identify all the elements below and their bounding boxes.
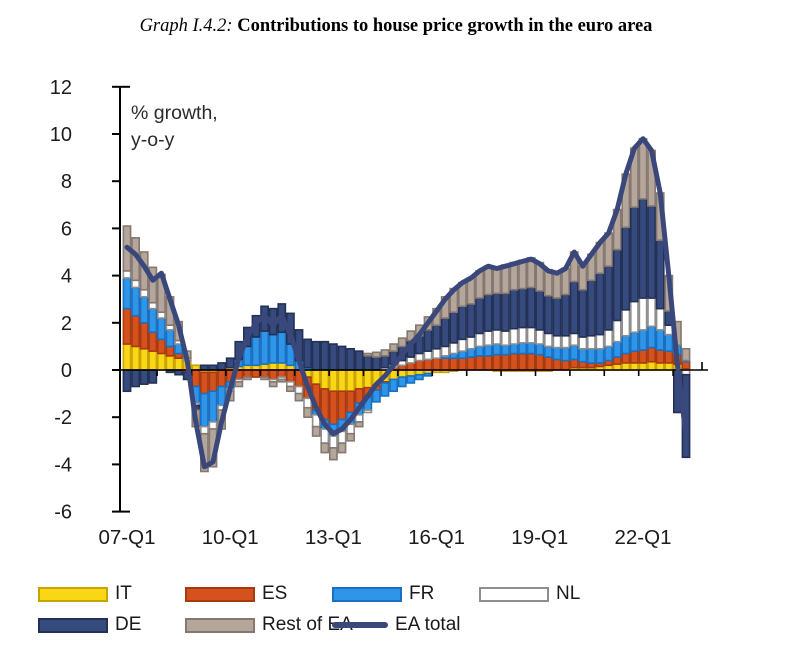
legend-label-it: IT	[115, 583, 132, 604]
legend-item-rest-of-ea: Rest of EA	[185, 614, 353, 635]
svg-text:07-Q1: 07-Q1	[99, 526, 156, 549]
chart-title-prefix: Graph I.4.2:	[139, 16, 233, 36]
svg-text:10-Q1: 10-Q1	[202, 526, 259, 549]
svg-text:12: 12	[50, 77, 72, 99]
legend-label-rest-of-ea: Rest of EA	[262, 614, 353, 635]
legend-item-ea-total: EA total	[332, 614, 461, 635]
svg-text:y-o-y: y-o-y	[131, 129, 175, 151]
svg-text:13-Q1: 13-Q1	[305, 526, 362, 549]
fr-swatch-icon	[332, 586, 402, 602]
svg-text:-6: -6	[54, 502, 72, 524]
legend-item-de: DE	[38, 614, 142, 635]
chart-title-main: Contributions to house price growth in t…	[237, 16, 653, 36]
svg-text:10: 10	[50, 124, 72, 146]
legend-item-es: ES	[185, 583, 288, 604]
it-swatch-icon	[38, 586, 108, 602]
svg-text:8: 8	[61, 171, 72, 193]
legend-label-es: ES	[262, 583, 288, 604]
svg-text:19-Q1: 19-Q1	[511, 526, 568, 549]
es-swatch-icon	[185, 586, 255, 602]
legend-item-fr: FR	[332, 583, 435, 604]
legend-label-fr: FR	[409, 583, 435, 604]
svg-text:2: 2	[61, 313, 72, 335]
svg-text:0: 0	[61, 360, 72, 382]
legend-item-nl: NL	[479, 583, 581, 604]
legend-label-de: DE	[115, 614, 142, 635]
legend-label-nl: NL	[556, 583, 581, 604]
ea-total-line-icon	[332, 622, 388, 628]
svg-text:% growth,: % growth,	[131, 102, 218, 124]
svg-text:16-Q1: 16-Q1	[408, 526, 465, 549]
legend-item-it: IT	[38, 583, 132, 604]
svg-text:-2: -2	[54, 407, 72, 429]
de-swatch-icon	[38, 617, 108, 633]
chart-title: Graph I.4.2: Contributions to house pric…	[106, 14, 686, 38]
legend-label-ea-total: EA total	[395, 614, 461, 635]
chart-canvas: 12 10 8 6 4 2 0 -2 -4 -6 07-Q1 10-Q1 13-Q1 16-Q1 19-Q1…	[50, 77, 708, 549]
svg-text:4: 4	[61, 266, 72, 288]
rest-of-ea-swatch-icon	[185, 617, 255, 633]
svg-text:-4: -4	[54, 454, 72, 476]
svg-text:6: 6	[61, 218, 72, 240]
nl-swatch-icon	[479, 586, 549, 602]
svg-text:22-Q1: 22-Q1	[615, 526, 672, 549]
